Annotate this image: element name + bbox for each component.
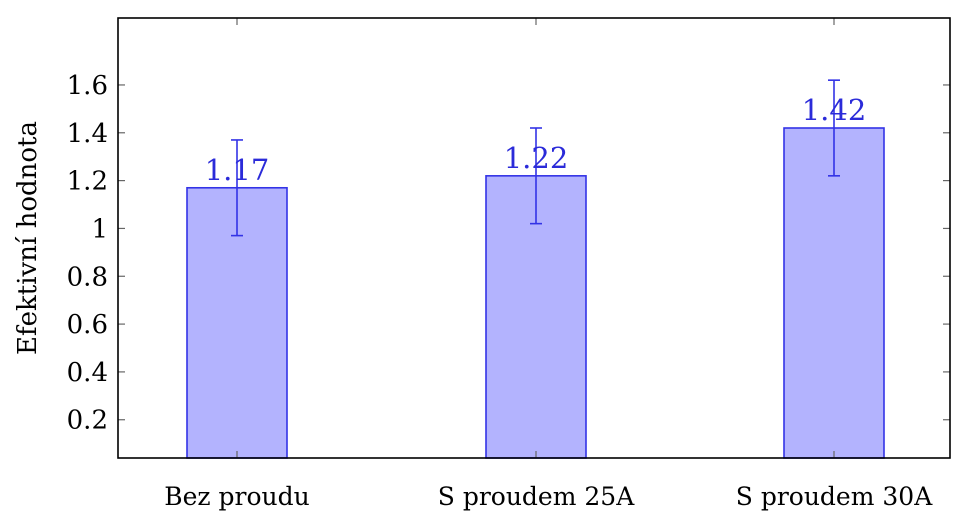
y-axis-label: Efektivní hodnota xyxy=(13,121,43,355)
y-tick-label: 1.4 xyxy=(67,119,108,149)
bar xyxy=(783,127,885,459)
x-category-label: S proudem 30A xyxy=(736,482,933,511)
y-axis-ticks: 0.2 0.4 0.6 0.8 1 1.2 1.4 1.6 xyxy=(67,71,950,436)
bars: 1.17 1.22 1.42 xyxy=(186,79,885,459)
x-axis-ticks: Bez proudu S proudem 25A S proudem 30A xyxy=(164,18,933,511)
data-label: 1.22 xyxy=(504,141,569,175)
x-category-label: Bez proudu xyxy=(164,482,310,511)
y-tick-label: 1 xyxy=(91,214,108,244)
y-tick-label: 0.6 xyxy=(67,310,108,340)
y-tick-label: 0.2 xyxy=(67,406,108,436)
y-tick-label: 0.4 xyxy=(67,358,108,388)
data-label: 1.42 xyxy=(802,93,867,127)
plot-frame xyxy=(117,17,951,459)
y-tick-label: 0.8 xyxy=(67,262,108,292)
data-label: 1.17 xyxy=(205,153,270,187)
y-tick-label: 1.2 xyxy=(67,167,108,197)
x-category-label: S proudem 25A xyxy=(438,482,635,511)
y-tick-label: 1.6 xyxy=(67,71,108,101)
